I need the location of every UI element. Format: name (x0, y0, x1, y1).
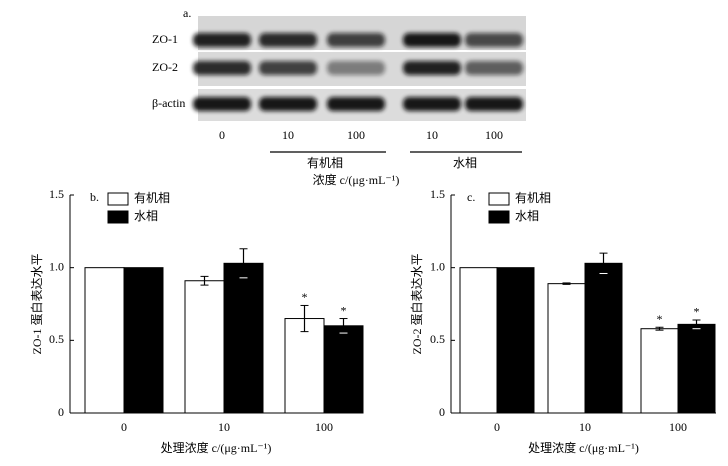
panel-label: a. (183, 6, 191, 20)
y-tick-label: 1.5 (49, 187, 64, 201)
y-tick-label: 0.5 (49, 332, 64, 346)
bar (123, 267, 164, 414)
group-label: 有机相 (307, 156, 343, 170)
bar (284, 318, 325, 414)
bar (223, 262, 264, 414)
lane-label: 0 (219, 128, 225, 142)
x-tick-label: 0 (121, 420, 127, 434)
significance-mark: * (694, 305, 700, 319)
band (403, 97, 461, 111)
legend-swatch (107, 210, 129, 224)
significance-mark: * (657, 312, 663, 326)
x-axis-label: 处理浓度 c/(μg·mL⁻¹) (161, 440, 272, 455)
axis-label: 浓度 c/(μg·mL⁻¹) (313, 172, 400, 187)
x-axis-label: 处理浓度 c/(μg·mL⁻¹) (528, 440, 639, 455)
band (259, 33, 317, 47)
lane-label: 100 (347, 128, 365, 142)
legend-label: 水相 (515, 209, 539, 223)
bar (584, 262, 623, 414)
lane-label: 10 (426, 128, 438, 142)
bar (640, 328, 679, 414)
y-tick-label: 1.0 (430, 259, 445, 273)
band (259, 97, 317, 111)
band (193, 33, 251, 47)
band (403, 61, 461, 75)
band (465, 97, 523, 111)
x-tick-label: 10 (579, 420, 591, 434)
x-tick-label: 10 (218, 420, 230, 434)
lane-label: 10 (282, 128, 294, 142)
panel-label: b. (90, 190, 99, 204)
band (465, 33, 523, 47)
y-tick-label: 0.5 (430, 332, 445, 346)
band (403, 33, 461, 47)
bar (184, 280, 225, 414)
legend-swatch (107, 192, 129, 206)
y-tick-label: 0 (439, 405, 445, 419)
significance-mark: * (302, 290, 308, 304)
row-label: ZO-1 (152, 32, 178, 46)
x-tick-label: 0 (494, 420, 500, 434)
y-axis-label: ZO-1 蛋白表达水平 (29, 254, 44, 355)
legend-label: 有机相 (515, 191, 551, 205)
bar (323, 325, 364, 414)
band (327, 61, 385, 75)
legend-swatch (488, 210, 510, 224)
band (193, 97, 251, 111)
bar (547, 283, 586, 414)
row-label: ZO-2 (152, 60, 178, 74)
band (193, 61, 251, 75)
bar (677, 323, 716, 414)
bar (84, 267, 125, 414)
bar (459, 267, 498, 414)
x-tick-label: 100 (669, 420, 687, 434)
y-tick-label: 1.5 (430, 187, 445, 201)
y-axis-label: ZO-2 蛋白表达水平 (409, 254, 424, 355)
panel-label: c. (467, 190, 475, 204)
bar (496, 267, 535, 414)
band (465, 61, 523, 75)
western-blot: a. 有机相 水相 浓度 c/(μg·mL⁻¹) ZO-1 ZO-2 β-actin… (152, 6, 526, 187)
band (327, 97, 385, 111)
x-tick-label: 100 (315, 420, 333, 434)
band (259, 61, 317, 75)
band (327, 33, 385, 47)
significance-mark: * (341, 303, 347, 317)
legend-label: 水相 (134, 209, 158, 223)
y-tick-label: 0 (58, 405, 64, 419)
row-label: β-actin (152, 96, 185, 110)
legend-swatch (488, 192, 510, 206)
legend-label: 有机相 (134, 191, 170, 205)
group-label: 水相 (453, 156, 477, 170)
y-tick-label: 1.0 (49, 259, 64, 273)
lane-label: 100 (485, 128, 503, 142)
